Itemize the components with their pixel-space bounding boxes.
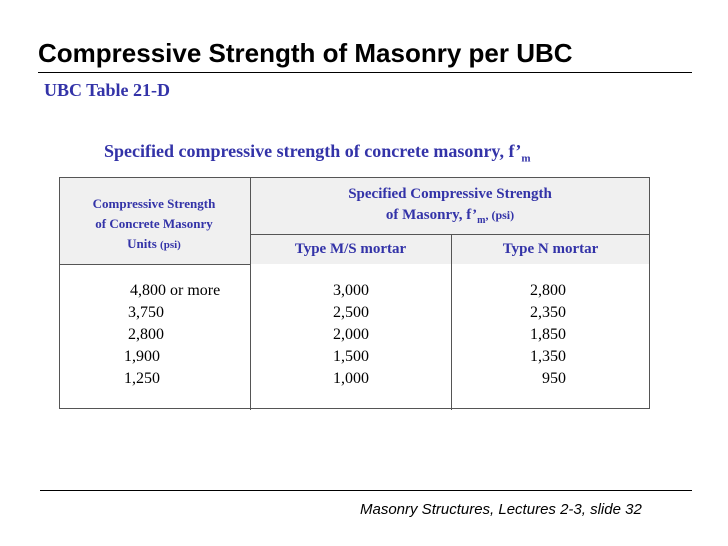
table-cell: 2,350 [530, 304, 566, 321]
title-divider [38, 72, 692, 73]
caption-text: Specified compressive strength of concre… [104, 141, 522, 161]
col1-values: 4,800 or more 3,750 2,800 1,900 1,250 [124, 280, 220, 390]
table-cell: 2,800 [128, 326, 164, 343]
slide-footer: Masonry Structures, Lectures 2-3, slide … [360, 501, 642, 518]
footer-divider [40, 490, 692, 491]
table-reference: UBC Table 21-D [44, 80, 171, 100]
table-cell: 1,250 [124, 370, 160, 387]
table-cell: 2,800 [530, 282, 566, 299]
strength-table: Compressive Strength of Concrete Masonry… [59, 177, 650, 410]
header-background [60, 178, 649, 264]
table-cell: 4,800 or more [130, 282, 221, 299]
table-cell: 1,000 [333, 370, 369, 387]
table-cell: 1,900 [124, 348, 160, 365]
group-header-units: , (psi) [485, 208, 515, 222]
column-divider [250, 178, 251, 410]
column-divider [451, 234, 452, 410]
header-divider [60, 264, 250, 265]
caption-subscript: m [521, 152, 531, 165]
col3-values: 2,800 2,350 1,850 1,350 950 [522, 280, 566, 390]
col1-header-line: Units (psi) [64, 234, 244, 255]
col1-header: Compressive Strength of Concrete Masonry… [64, 194, 244, 255]
table-cell: 1,350 [530, 348, 566, 365]
group-header-line: Specified Compressive Strength [348, 186, 552, 202]
group-header: Specified Compressive Strength of Masonr… [250, 184, 650, 231]
group-header-subscript: m [477, 215, 486, 226]
table-cell: 3,000 [333, 282, 369, 299]
table-caption: Specified compressive strength of concre… [104, 141, 531, 165]
slide-title: Compressive Strength of Masonry per UBC [38, 38, 573, 68]
col1-header-line: Compressive Strength [92, 196, 216, 211]
table-cell: 2,500 [333, 304, 369, 321]
col1-header-units: (psi) [160, 239, 181, 251]
col1-header-line: of Concrete Masonry [95, 216, 213, 231]
table-cell: 3,750 [128, 304, 164, 321]
group-header-text: of Masonry, f’ [385, 207, 478, 223]
header-divider [250, 234, 650, 235]
group-header-line: of Masonry, f’m, (psi) [250, 205, 650, 231]
col3-header: Type N mortar [502, 241, 599, 257]
table-cell: 1,500 [333, 348, 369, 365]
table-cell: 950 [542, 370, 566, 387]
table-cell: 2,000 [333, 326, 369, 343]
col2-header: Type M/S mortar [294, 241, 407, 257]
table-cell: 1,850 [530, 326, 566, 343]
col2-values: 3,000 2,500 2,000 1,500 1,000 [333, 280, 369, 390]
col1-header-units-label: Units [127, 236, 161, 251]
